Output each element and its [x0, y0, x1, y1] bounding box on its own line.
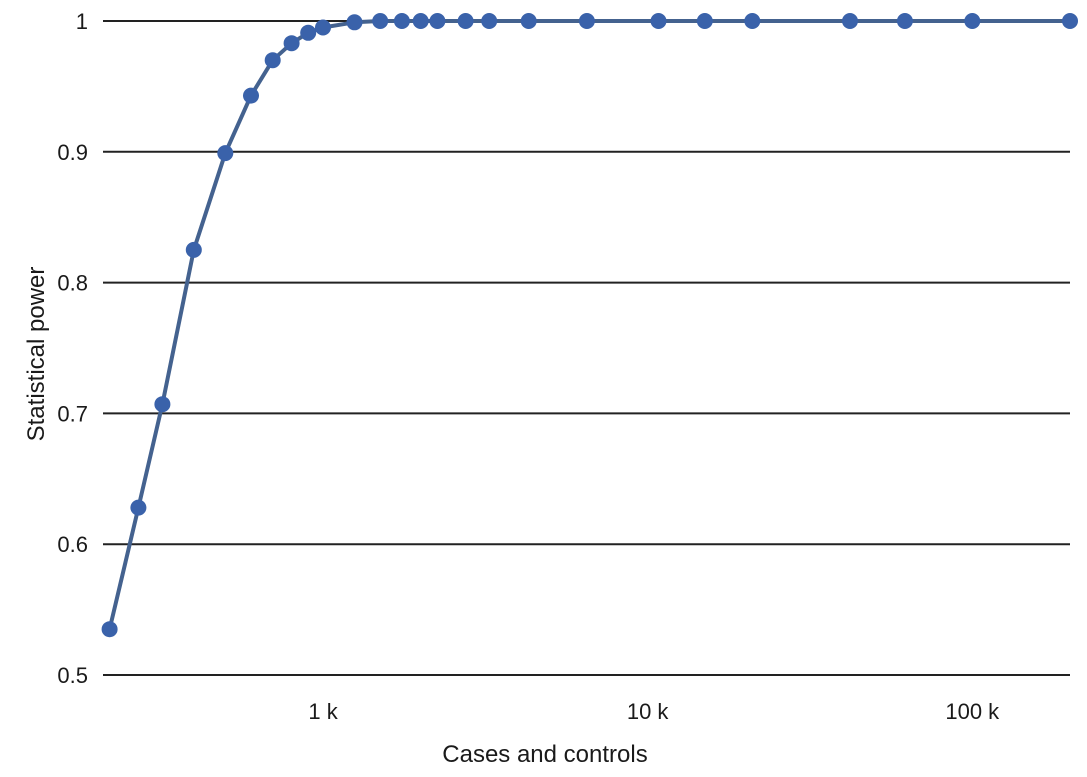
x-tick-label: 100 k — [945, 699, 1000, 724]
data-point — [520, 13, 537, 29]
y-tick-label: 0.8 — [57, 271, 88, 296]
y-tick-label: 0.5 — [57, 663, 88, 688]
data-point — [896, 13, 913, 29]
data-point — [964, 13, 981, 29]
data-point — [650, 13, 667, 29]
y-tick-label: 0.6 — [57, 532, 88, 557]
y-tick-label: 0.7 — [57, 401, 88, 426]
series-power — [101, 13, 1078, 638]
data-point — [154, 396, 171, 413]
data-point — [744, 13, 761, 29]
y-tick-labels: 0.5 0.6 0.7 0.8 0.9 1 — [57, 9, 88, 688]
x-tick-label: 1 k — [308, 699, 338, 724]
data-point — [1062, 13, 1078, 29]
data-point — [457, 13, 474, 29]
y-tick-label: 0.9 — [57, 140, 88, 165]
data-point — [283, 35, 300, 52]
x-axis-title: Cases and controls — [442, 741, 647, 768]
data-point — [429, 13, 446, 29]
data-point — [393, 13, 410, 29]
data-point — [412, 13, 429, 29]
data-point — [101, 621, 118, 638]
x-tick-labels: 1 k 10 k 100 k — [308, 699, 1000, 724]
data-point — [243, 87, 259, 104]
data-point — [346, 14, 363, 31]
data-point — [481, 13, 498, 29]
series-line — [107, 19, 1072, 632]
y-axis-title: Statistical power — [23, 267, 50, 442]
x-tick-label: 10 k — [627, 699, 670, 724]
data-point — [185, 241, 202, 258]
gridlines — [103, 20, 1070, 676]
data-point — [217, 145, 234, 162]
data-point — [315, 19, 331, 36]
data-point — [578, 13, 595, 29]
data-point — [696, 13, 713, 29]
y-tick-label: 1 — [76, 9, 88, 34]
data-point — [842, 13, 858, 29]
data-point — [372, 13, 389, 29]
data-point — [300, 24, 317, 41]
data-point — [130, 499, 147, 516]
data-point — [264, 52, 281, 69]
